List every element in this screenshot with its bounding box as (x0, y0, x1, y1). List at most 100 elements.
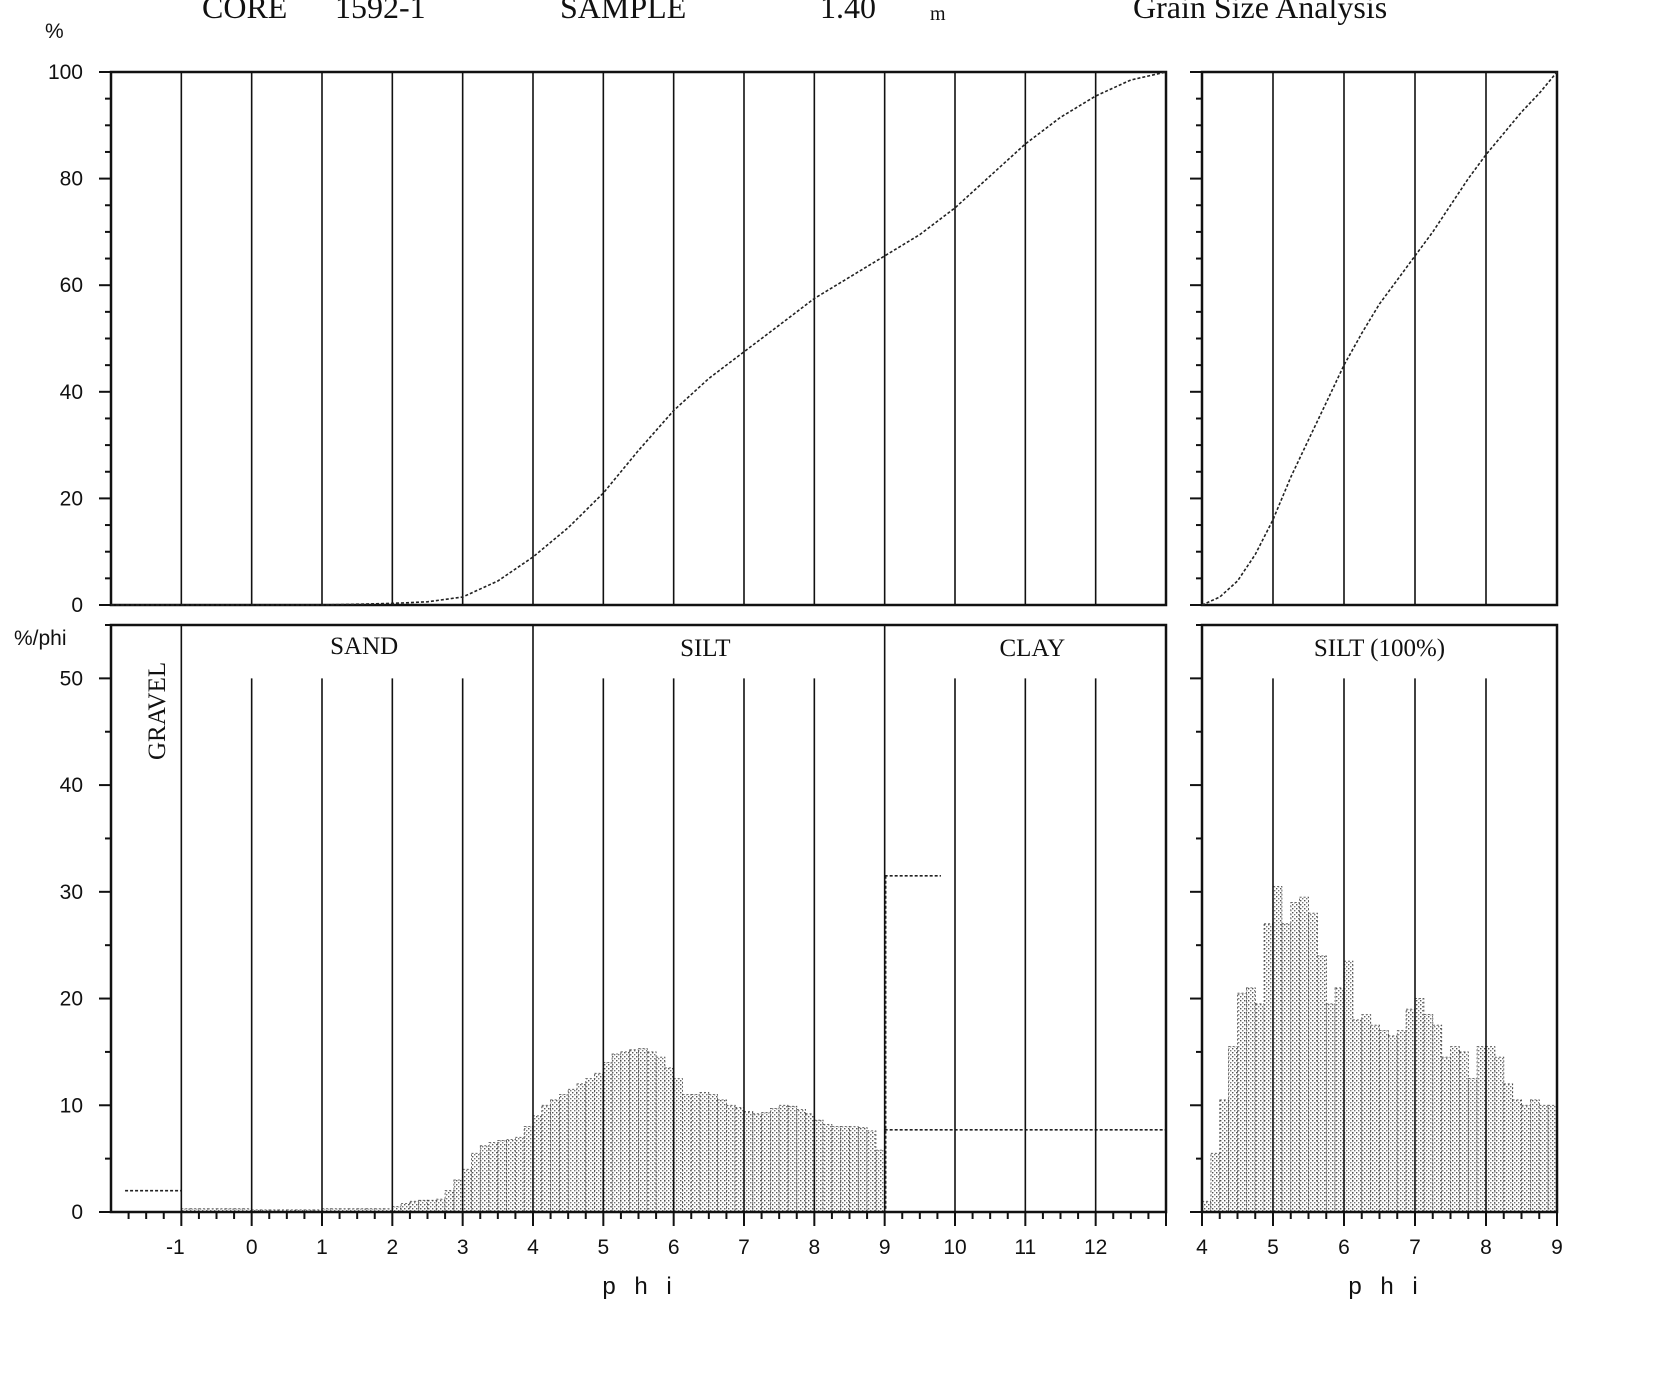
frequency-full-x-tick-label: 10 (943, 1236, 966, 1259)
cumulative-full-curve (111, 71, 1167, 606)
frequency-bar (462, 1168, 472, 1213)
frequency-bar (743, 1111, 754, 1213)
frequency-full-x-tick-label: 2 (386, 1236, 398, 1259)
frequency-bar (471, 1152, 481, 1213)
frequency-bar (752, 1113, 762, 1213)
frequency-bar (541, 1104, 551, 1213)
frequency-bar (629, 1049, 639, 1213)
cumulative-full-y-tick-label: 40 (60, 381, 83, 404)
cumulative-full-y-tick-label: 60 (60, 274, 83, 297)
frequency-bar (866, 1130, 877, 1213)
frequency-full-x-tick-label: 0 (246, 1236, 258, 1259)
frequency-bar (655, 1056, 666, 1213)
frequency-bar (849, 1126, 859, 1213)
cumulative-full-panel: 0 20 40 60 80 100% (45, 20, 1168, 617)
silt-frequency-bar (1467, 1078, 1478, 1213)
cumulative-full-frame (109, 70, 1168, 607)
silt-frequency-bar (1503, 1083, 1514, 1213)
silt-frequency-bar (1423, 1014, 1434, 1213)
silt-frequency-bar (1441, 1056, 1451, 1213)
frequency-bar (559, 1094, 569, 1213)
frequency-bar (682, 1094, 692, 1213)
frequency-full-x-tick-label: -1 (166, 1236, 185, 1259)
frequency-bar (444, 1190, 455, 1213)
frequency-bar (453, 1179, 464, 1213)
frequency-bar (875, 1149, 886, 1213)
frequency-full-y-tick-label: 0 (71, 1201, 83, 1224)
frequency-full-y-tick-label: 10 (60, 1094, 83, 1117)
frequency-bar (594, 1072, 604, 1213)
frequency-bar (787, 1105, 798, 1213)
frequency-full-x-tick-label: 3 (457, 1236, 469, 1259)
frequency-bar (831, 1126, 842, 1213)
silt-frequency-bar (1512, 1099, 1522, 1213)
frequency-bar (734, 1107, 745, 1213)
frequency-bar (409, 1200, 420, 1213)
silt-frequency-bar (1281, 923, 1292, 1213)
frequency-bar (585, 1078, 595, 1213)
silt-frequency-bar (1521, 1104, 1531, 1213)
frequency-bar (497, 1140, 507, 1213)
frequency-bar (611, 1053, 622, 1213)
silt-frequency-bar (1361, 1014, 1372, 1213)
frequency-bar (550, 1099, 560, 1213)
silt-frequency-bar (1343, 960, 1354, 1213)
silt-frequency-bar (1432, 1024, 1443, 1213)
silt-frequency-bar (1254, 1003, 1265, 1213)
frequency-y-axis-label: %/phi (14, 627, 67, 650)
analysis-title: Grain Size Analysis (1133, 0, 1387, 25)
frequency-bar (576, 1083, 587, 1213)
frequency-bar (796, 1109, 806, 1213)
frequency-full-x-tick-label: 12 (1084, 1236, 1107, 1259)
frequency-full-x-tick-label: 6 (668, 1236, 680, 1259)
frequency-bar (770, 1108, 780, 1213)
frequency-bar (567, 1088, 578, 1213)
cumulative-y-axis-label: % (45, 20, 64, 43)
frequency-silt-panel: 4 5 6 7 8 9 p h i SILT (100%) (1190, 623, 1563, 1300)
frequency-full-x-axis-title: p h i (602, 1273, 677, 1300)
cumulative-full-y-tick-label: 20 (60, 487, 83, 510)
silt-frequency-bar (1210, 1152, 1221, 1213)
frequency-bar (515, 1136, 525, 1213)
silt-frequency-bar (1405, 1008, 1416, 1213)
frequency-bar (488, 1142, 499, 1213)
frequency-silt-x-tick-label: 4 (1196, 1236, 1208, 1259)
sample-label: SAMPLE (560, 0, 686, 25)
frequency-bar (857, 1127, 868, 1213)
silt-frequency-bar (1272, 886, 1283, 1213)
frequency-bar (840, 1126, 850, 1213)
frequency-bar (664, 1067, 675, 1213)
frequency-bar (646, 1051, 657, 1213)
region-label-silt-100: SILT (100%) (1314, 635, 1445, 662)
frequency-silt-x-tick-label: 5 (1267, 1236, 1279, 1259)
core-label: CORE (202, 0, 287, 25)
silt-frequency-bar (1530, 1099, 1540, 1213)
frequency-silt-x-tick-label: 8 (1480, 1236, 1492, 1259)
depth-unit: m (930, 3, 946, 25)
frequency-full-y-tick-label: 30 (60, 881, 83, 904)
frequency-silt-x-axis-title: p h i (1348, 1273, 1423, 1300)
silt-frequency-bar (1308, 912, 1318, 1213)
frequency-bar (805, 1113, 815, 1213)
frequency-bar (726, 1104, 736, 1213)
frequency-full-y-tick-label: 40 (60, 774, 83, 797)
frequency-full-x-tick-label: 9 (879, 1236, 891, 1259)
region-label-gravel: GRAVEL (144, 662, 171, 760)
silt-frequency-bar (1352, 1019, 1363, 1213)
silt-frequency-bar (1334, 987, 1345, 1213)
silt-frequency-bar (1459, 1051, 1469, 1213)
frequency-bar (717, 1099, 727, 1213)
silt-frequency-bar (1388, 1035, 1398, 1213)
silt-frequency-bar (1317, 955, 1327, 1213)
frequency-full-y-tick-label: 20 (60, 988, 83, 1011)
silt-frequency-bar (1325, 1003, 1336, 1213)
silt-frequency-bar (1370, 1024, 1380, 1213)
silt-frequency-bar (1219, 1099, 1230, 1213)
frequency-full-x-tick-label: 1 (316, 1236, 328, 1259)
silt-frequency-bar (1414, 998, 1425, 1213)
frequency-full-x-tick-label: 11 (1014, 1236, 1036, 1259)
silt-frequency-bar (1228, 1046, 1238, 1213)
